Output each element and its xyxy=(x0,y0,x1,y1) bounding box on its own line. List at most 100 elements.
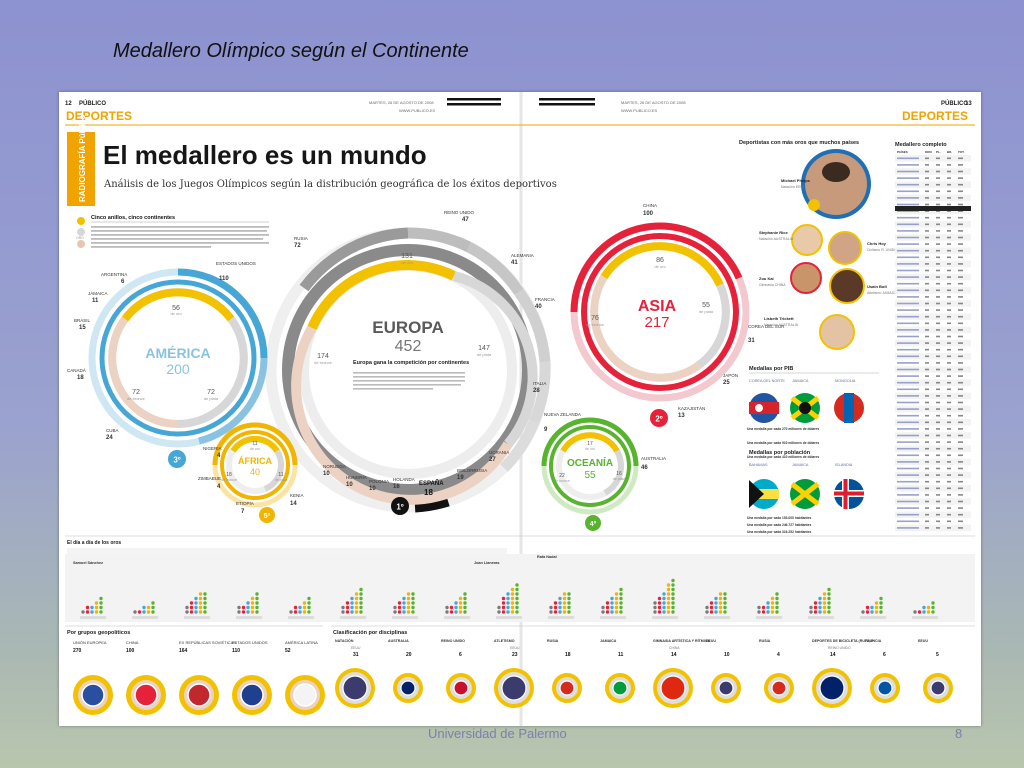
masthead-rule-right-2 xyxy=(539,103,595,106)
discipline-group: EEUU 5 xyxy=(918,639,953,703)
label-nueva-zelanda: NUEVA ZELANDA xyxy=(544,412,581,417)
geo-flag-icon xyxy=(187,683,211,707)
africa-rank: 5º xyxy=(264,513,271,520)
discipline-flag-icon xyxy=(612,680,628,696)
athlete-phelps-country: Natación EEUU xyxy=(781,185,806,189)
medal-table-row xyxy=(897,362,963,364)
label-china: CHINA xyxy=(643,203,657,208)
medal-table-row xyxy=(897,296,963,298)
discipline-name: AUSTRALIA xyxy=(388,639,409,643)
oceania-silver-label: de plata xyxy=(613,477,626,481)
asia-gold: 86 xyxy=(656,257,664,264)
europa-rank-badge xyxy=(391,497,409,515)
page-number-right: 13 xyxy=(965,101,972,107)
label-ucrania: UCRANIA xyxy=(489,450,509,455)
pib-country-3: MONGOLIA xyxy=(835,379,856,383)
medal-table-row xyxy=(897,414,963,417)
label-espana: ESPAÑA xyxy=(419,480,444,487)
medal-table-row xyxy=(895,498,971,505)
espana-segment xyxy=(414,495,450,513)
asia-bronze: 76 xyxy=(591,315,599,322)
label-canada: CANADÁ xyxy=(67,367,86,373)
col-total: TOT. xyxy=(958,150,965,154)
day-column xyxy=(912,601,938,619)
discipline-name: DEPORTES DE BICICLETA (RUTA, P xyxy=(812,639,874,643)
legend-bronze-icon xyxy=(77,240,85,248)
africa-total: 40 xyxy=(250,467,260,477)
discipline-value: 4 xyxy=(777,652,780,658)
oceania-rank: 4º xyxy=(590,521,597,528)
medallero-header: PAÍSES ORO PL. BR. TOT. xyxy=(897,149,965,154)
label-polonia: POLONIA xyxy=(369,479,389,484)
medal-table-row xyxy=(895,260,971,268)
infographic-canvas: 12 PÚBLICO MARTES, 26 DE AGOSTO DE 2008 … xyxy=(65,92,975,726)
legend-gold-icon xyxy=(77,217,85,225)
discipline-group: REINO UNIDO 6 xyxy=(441,639,476,703)
discipline-flag-icon xyxy=(718,680,734,696)
medal-table-row xyxy=(897,256,963,259)
discipline-value: 6 xyxy=(459,652,462,658)
medal-table-row xyxy=(897,454,963,457)
discipline-flag-icon xyxy=(930,680,946,696)
label-cuba: CUBA xyxy=(106,428,119,433)
discipline-value: 23 xyxy=(512,652,518,658)
geo-group-name: EX REPÚBLICAS SOVIÉTICAS xyxy=(179,640,236,645)
pib-lines: Una medalla por cada 270 millones de dól… xyxy=(747,427,819,459)
value-rusia: 72 xyxy=(294,243,301,249)
athlete-zoukai-country: Gimnasia CHINA xyxy=(759,283,786,287)
athletes-title: Deportistas con más oros que muchos país… xyxy=(739,140,859,146)
value-noruega: 10 xyxy=(323,471,330,477)
day-column xyxy=(860,596,886,619)
day-column xyxy=(600,587,626,619)
value-jamaica: 11 xyxy=(92,298,99,304)
value-argentina: 6 xyxy=(121,279,125,285)
geo-flag-icon xyxy=(81,683,105,707)
intro-text-lines xyxy=(91,226,269,248)
label-corea: COREA DEL SUR xyxy=(748,324,785,329)
label-brasil: BRASIL xyxy=(74,318,91,323)
label-holanda: HOLANDA xyxy=(393,477,415,482)
medal-table-row xyxy=(897,230,963,232)
annotation-sanchez: Samuel Sánchez xyxy=(73,561,103,565)
date-right: MARTES, 26 DE AGOSTO DE 2008 xyxy=(621,100,686,105)
america-ring xyxy=(88,268,268,448)
athlete-phelps-name: Michael Phelps xyxy=(781,178,811,183)
value-cuba: 24 xyxy=(106,435,113,441)
page-number-left: 12 xyxy=(65,101,72,107)
africa-silver-label: de plata xyxy=(275,478,288,482)
day-column xyxy=(548,592,574,619)
medal-table-row xyxy=(895,234,971,241)
geo-group-value: 270 xyxy=(73,648,82,654)
label-reino-unido: REINO UNIDO xyxy=(444,210,475,215)
label-noruega: NORUEGA xyxy=(323,464,346,469)
newspaper-infographic: 12 PÚBLICO MARTES, 26 DE AGOSTO DE 2008 … xyxy=(59,92,981,726)
discipline-country: EEUU xyxy=(351,646,361,650)
pib-line-1: Una medalla por cada 270 millones de dól… xyxy=(747,427,819,431)
col-paises: PAÍSES xyxy=(897,149,908,154)
publication-left: PÚBLICO xyxy=(79,100,106,107)
oceania-ring xyxy=(541,417,639,515)
day-column xyxy=(756,592,782,619)
discipline-value: 6 xyxy=(883,652,886,658)
athletes-panel: Michael Phelps Natación EEUU Stephanie R… xyxy=(759,149,898,350)
oceania-bronze-label: de bronce xyxy=(554,479,570,483)
europa-note-title: Europa gana la competición por continent… xyxy=(353,360,469,366)
discipline-name: EEUU xyxy=(706,639,716,643)
geo-group-name: AMÉRICA LATINA xyxy=(285,640,318,645)
discipline-name: NATACIÓN xyxy=(335,638,354,643)
medal-table-row xyxy=(895,313,971,320)
masthead-rule-left-2 xyxy=(447,103,501,106)
discipline-name: GIMNASIA ARTÍSTICA Y RÍTMICA xyxy=(653,638,710,643)
america-bronze: 72 xyxy=(132,389,140,396)
discipline-value: 14 xyxy=(671,652,677,658)
discipline-name: FRANCIA xyxy=(865,639,882,643)
america-rank: 3º xyxy=(173,456,180,465)
europa-gold: 131 xyxy=(401,253,413,260)
value-alemania: 41 xyxy=(511,260,518,266)
discipline-name: REINO UNIDO xyxy=(441,639,465,643)
africa-rank-badge xyxy=(259,507,275,523)
value-kazajistan: 13 xyxy=(678,413,685,419)
geo-group: AMÉRICA LATINA 52 xyxy=(285,640,325,715)
day-column xyxy=(496,583,522,619)
medal-table-row xyxy=(895,326,971,334)
